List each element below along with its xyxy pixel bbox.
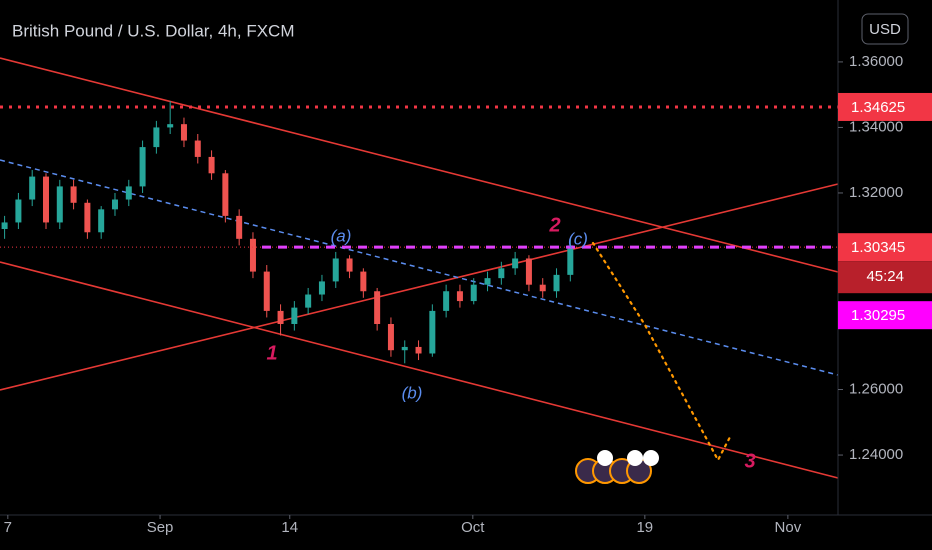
candle-body — [84, 202, 91, 233]
event-badge — [643, 450, 659, 466]
candle-body — [456, 291, 463, 302]
candle-body — [567, 245, 574, 275]
rising-trendline — [0, 183, 839, 391]
projection-path — [591, 241, 732, 463]
y-tick-label: 1.32000 — [849, 184, 903, 201]
currency-button[interactable] — [861, 13, 909, 45]
candle-body — [167, 124, 174, 128]
wave-label: (a) — [331, 226, 352, 245]
channel-lower — [0, 261, 839, 479]
countdown-label: 45:24 — [866, 268, 904, 285]
price-tag — [838, 301, 932, 330]
candle-body — [1, 222, 8, 229]
wave-label: 3 — [744, 450, 755, 472]
candle-body — [139, 147, 146, 187]
candle-body — [539, 284, 546, 292]
x-tick-label: Sep — [147, 519, 174, 536]
wave-label: 2 — [548, 214, 560, 236]
candle-body — [98, 209, 105, 233]
candle-body — [415, 346, 422, 354]
candle-body — [70, 186, 77, 203]
candle-body — [249, 238, 256, 272]
candle-body — [15, 199, 22, 223]
y-tick-label: 1.36000 — [849, 53, 903, 70]
candle-body — [498, 268, 505, 279]
candle-body — [484, 278, 491, 285]
currency-label: USD — [869, 21, 901, 38]
x-tick-label: 14 — [281, 519, 298, 536]
candle-body — [291, 307, 298, 325]
candle-body — [56, 186, 63, 223]
chart-title: British Pound / U.S. Dollar, 4h, FXCM — [12, 21, 295, 40]
wave-label: 1 — [266, 342, 277, 364]
drawings — [0, 57, 839, 479]
candle-body — [125, 186, 132, 200]
price-tag-label: 1.30345 — [851, 239, 905, 256]
x-tick-label: 19 — [636, 519, 653, 536]
plot-area — [0, 101, 838, 364]
candle-body — [305, 294, 312, 308]
y-tick-label: 1.26000 — [849, 380, 903, 397]
candle-body — [443, 291, 450, 311]
candle-body — [180, 124, 187, 141]
candle-body — [470, 284, 477, 302]
candle-body — [29, 176, 36, 200]
price-tag — [838, 92, 932, 121]
dashed-trendline — [0, 159, 839, 376]
price-tag-label: 1.34625 — [851, 99, 905, 116]
countdown-tag — [838, 261, 932, 294]
candle-body — [525, 258, 532, 285]
candle-body — [194, 140, 201, 157]
candle-body — [277, 310, 284, 325]
event-icons — [575, 450, 659, 484]
price-tag-label: 1.30295 — [851, 307, 905, 324]
candle-body — [346, 258, 353, 272]
candle-body — [401, 346, 408, 351]
candle-body — [332, 258, 339, 282]
candle-body — [153, 127, 160, 148]
candle-body — [360, 271, 367, 292]
y-tick-label: 1.34000 — [849, 118, 903, 135]
candle-body — [263, 271, 270, 311]
candle-body — [374, 291, 381, 325]
wave-label: (b) — [402, 383, 423, 402]
x-tick-label: Oct — [461, 519, 485, 536]
x-tick-label: Nov — [775, 519, 802, 536]
price-tag — [838, 233, 932, 262]
channel-upper — [0, 57, 839, 273]
candle-body — [512, 258, 519, 269]
candle-body — [387, 324, 394, 351]
candle-body — [222, 173, 229, 216]
candle-body — [318, 281, 325, 295]
y-tick-label: 1.24000 — [849, 446, 903, 463]
event-badge — [597, 450, 613, 466]
event-badge — [627, 450, 643, 466]
candle-body — [111, 199, 118, 210]
candle-body — [429, 310, 436, 354]
candle-body — [208, 156, 215, 174]
wave-label: (c) — [568, 229, 588, 248]
candle-body — [553, 274, 560, 292]
candle-body — [236, 215, 243, 239]
x-tick-label: 7 — [4, 519, 12, 536]
candle-body — [42, 176, 49, 223]
